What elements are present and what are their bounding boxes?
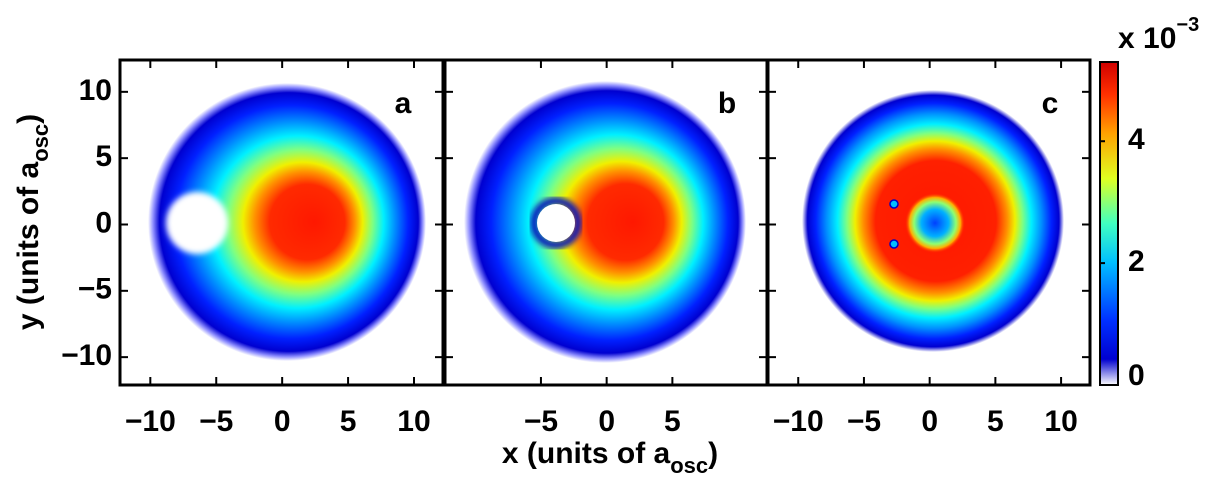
x-tick-label: 5 — [987, 405, 1004, 438]
heatmap-c — [802, 90, 1064, 352]
y-axis-label: y (units of aosc) — [12, 114, 53, 330]
y-tick-label: 5 — [95, 140, 112, 173]
colorbar-exponent: −3 — [1176, 14, 1199, 36]
x-tick-label: 0 — [274, 405, 291, 438]
panel-label: b — [718, 87, 736, 120]
x-tick-label: −10 — [773, 405, 824, 438]
y-tick-label: −10 — [61, 339, 112, 372]
x-tick-label: 0 — [921, 405, 938, 438]
heatmap-b — [464, 81, 746, 363]
panel-label: a — [395, 87, 412, 120]
colorbar-base: x 10 — [1118, 22, 1176, 55]
x-tick-label: −5 — [524, 405, 558, 438]
colorbar-tick-label: 4 — [1128, 123, 1145, 156]
x-tick-label: −10 — [125, 405, 176, 438]
x-tick-label: 10 — [397, 405, 430, 438]
y-label-end: ) — [12, 114, 45, 124]
x-tick-label: 0 — [598, 405, 615, 438]
y-label-main: y (units of a — [12, 161, 45, 330]
y-label-sub: osc — [28, 124, 53, 162]
x-tick-label: −5 — [199, 405, 233, 438]
colorbar-label: x 10−3 — [1118, 14, 1199, 55]
heatmaps — [148, 81, 1064, 363]
x-label-main: x (units of a — [502, 437, 671, 470]
colorbar-tick-label: 0 — [1128, 359, 1145, 392]
heatmap-a — [148, 83, 426, 361]
x-tick-label: 5 — [340, 405, 357, 438]
x-tick-label: −5 — [847, 405, 881, 438]
x-tick-label: 5 — [664, 405, 681, 438]
colorbar-tick-label: 2 — [1128, 245, 1145, 278]
colorbar — [1099, 61, 1119, 386]
x-axis-label: x (units of aosc) — [502, 437, 718, 478]
y-tick-label: 0 — [95, 206, 112, 239]
y-tick-label: −5 — [78, 273, 112, 306]
panel-label: c — [1042, 87, 1059, 120]
y-tick-label: 10 — [79, 74, 112, 107]
x-label-end: ) — [708, 437, 718, 470]
x-label-sub: osc — [670, 453, 708, 478]
x-tick-label: 10 — [1044, 405, 1077, 438]
